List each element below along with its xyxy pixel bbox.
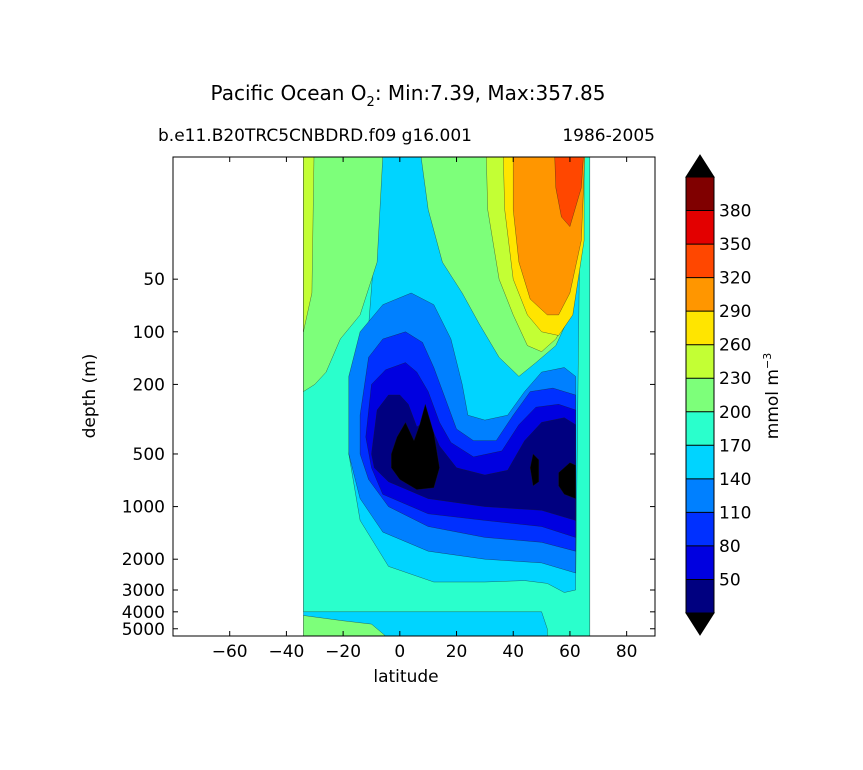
colorbar-tick-label: 260 (719, 336, 751, 356)
y-axis-label: depth (m) (80, 354, 100, 439)
colorbar-swatch-140 (686, 445, 714, 480)
y-tick-label: 500 (133, 445, 165, 465)
colorbar-tick-label: 50 (719, 570, 741, 590)
chart-title-rest: : Min:7.39, Max:357.85 (375, 81, 606, 105)
colorbar-swatch-350 (686, 210, 714, 245)
x-tick-label: −60 (212, 642, 248, 662)
colorbar-swatch-290 (686, 277, 714, 312)
contour-region-320-9 (554, 157, 584, 228)
colorbar-swatch-320 (686, 244, 714, 278)
colorbar-tick-label: 290 (719, 302, 751, 322)
y-tick-label: 50 (143, 270, 165, 290)
colorbar-label-main: mmol m (763, 369, 783, 439)
x-axis: −60 −40 −20 0 20 40 60 80 (212, 157, 638, 662)
colorbar-tick-label: 110 (719, 503, 751, 523)
colorbar-tick-label: 350 (719, 235, 751, 255)
colorbar-swatch-20 (686, 579, 714, 614)
y-tick-label: 100 (133, 323, 165, 343)
chart-title-subscript: 2 (367, 95, 375, 110)
x-tick-label: 60 (559, 642, 581, 662)
y-tick-label: 200 (133, 375, 165, 395)
x-tick-label: 0 (394, 642, 405, 662)
colorbar-swatch-380 (686, 177, 714, 211)
colorbar-tick-label: 140 (719, 470, 751, 490)
contour-regions (303, 157, 591, 636)
colorbar-tick-label: 320 (719, 269, 751, 289)
y-tick-label: 2000 (122, 550, 165, 570)
contour-region-0-15 (529, 453, 540, 487)
contour-region-200-3 (303, 615, 386, 636)
chart-title: Pacific Ocean O2: Min:7.39, Max:357.85 (211, 81, 606, 110)
x-tick-label: 40 (502, 642, 524, 662)
x-tick-label: −40 (268, 642, 304, 662)
colorbar-swatch-230 (686, 344, 714, 379)
x-tick-label: 80 (616, 642, 638, 662)
colorbar-swatch-80 (686, 512, 714, 547)
colorbar: 50 80 110 140 170 200 230 260 290 320 350 380 (685, 154, 751, 636)
colorbar-frame (685, 176, 715, 614)
y-tick-label: 5000 (122, 620, 165, 640)
colorbar-swatch-170 (686, 411, 714, 446)
colorbar-extend-min (685, 612, 715, 636)
colorbar-tick-label: 230 (719, 369, 751, 389)
contour-region-230-5 (303, 157, 315, 332)
x-tick-label: −20 (325, 642, 361, 662)
colorbar-swatch-110 (686, 478, 714, 513)
chart-subtitle-right: 1986-2005 (562, 126, 655, 146)
colorbar-tick-label: 80 (719, 537, 741, 557)
x-tick-label: 20 (446, 642, 468, 662)
plot-frame (172, 156, 656, 637)
colorbar-label-superscript: −3 (761, 353, 774, 369)
contour-region-0-16 (558, 462, 576, 499)
colorbar-swatch-260 (686, 311, 714, 345)
colorbar-tick-label: 380 (719, 202, 751, 222)
colorbar-swatch-200 (686, 378, 714, 413)
colorbar-label: mmol m−3 (761, 353, 783, 439)
y-tick-label: 3000 (122, 581, 165, 601)
colorbar-tick-label: 170 (719, 436, 751, 456)
colorbar-extend-max (685, 154, 715, 178)
chart-title-main: Pacific Ocean O (211, 81, 367, 105)
y-tick-label: 1000 (122, 498, 165, 518)
y-tick-label: 4000 (122, 603, 165, 623)
x-axis-label: latitude (373, 667, 438, 687)
chart-subtitle-left: b.e11.B20TRC5CNBDRD.f09 g16.001 (158, 126, 472, 146)
colorbar-swatch-50 (686, 545, 714, 580)
colorbar-tick-label: 200 (719, 403, 751, 423)
contour-region-0-14 (391, 403, 440, 490)
